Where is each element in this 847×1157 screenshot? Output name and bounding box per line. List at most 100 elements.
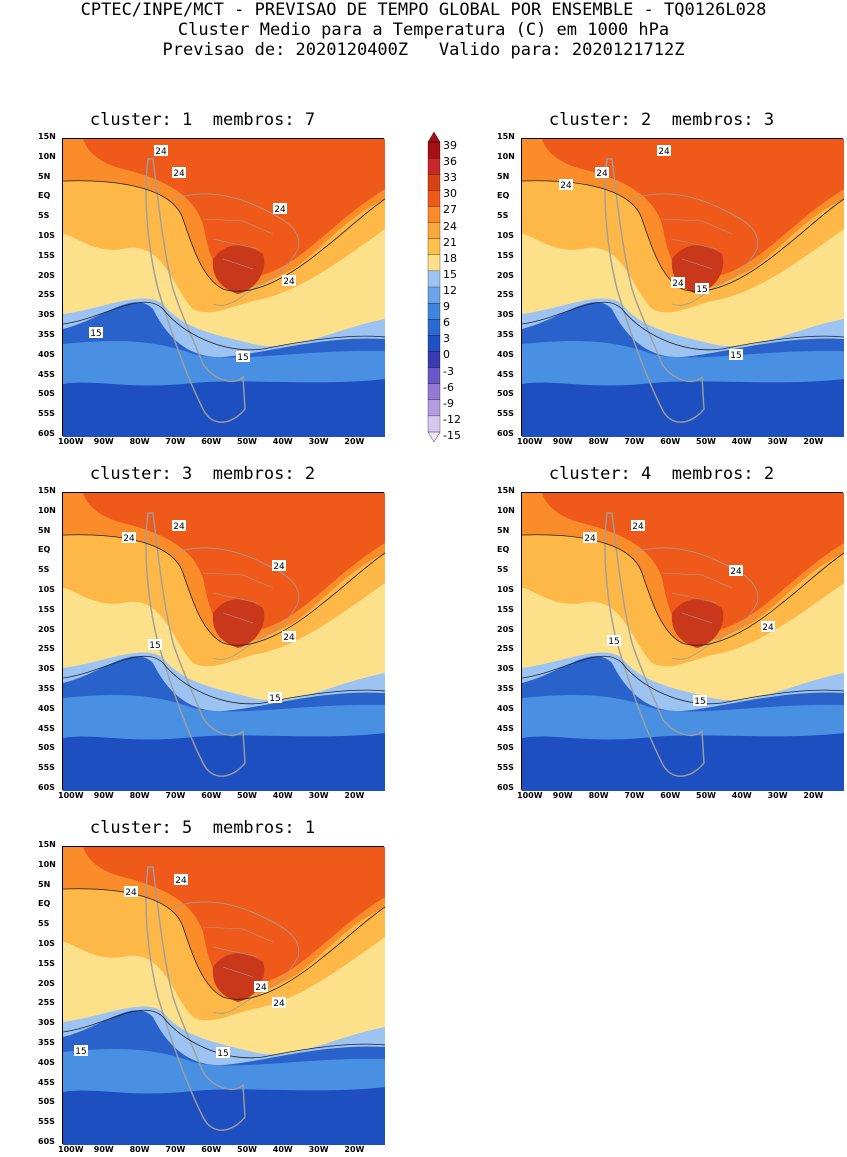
contour-label-box bbox=[148, 639, 162, 650]
lat-tick-label: 10N bbox=[497, 151, 515, 161]
lat-tick-label: 40S bbox=[38, 1057, 55, 1067]
lon-tick-label: 100W bbox=[58, 1145, 84, 1154]
contour-label-box bbox=[607, 635, 621, 646]
lat-tick-label: 60S bbox=[38, 783, 55, 792]
lat-tick-label: 35S bbox=[38, 684, 55, 693]
lat-tick-label: 15S bbox=[38, 958, 55, 968]
map-frame: 24 24 24 24 15 15 bbox=[521, 492, 845, 791]
colorbar-swatch bbox=[427, 238, 441, 256]
contour-label: 24 bbox=[283, 277, 295, 287]
lon-tick-label: 20W bbox=[803, 791, 824, 800]
colorbar-swatch bbox=[427, 383, 441, 401]
lon-tick-label: 50W bbox=[237, 437, 257, 446]
colorbar-label: 15 bbox=[443, 267, 457, 281]
contour-label-box bbox=[595, 167, 609, 178]
colorbar-swatch bbox=[427, 206, 441, 224]
contour-label-box bbox=[693, 695, 707, 706]
lon-tick-label: 40W bbox=[731, 437, 752, 446]
colorbar-label: 27 bbox=[443, 203, 457, 217]
contour-label: 15 bbox=[694, 697, 705, 707]
lat-tick-label: 25S bbox=[38, 644, 55, 654]
contour-label-box bbox=[559, 179, 573, 190]
lon-tick-label: 30W bbox=[308, 791, 329, 800]
lat-tick-label: 30S bbox=[497, 310, 514, 320]
lon-tick-label: 30W bbox=[767, 791, 788, 800]
lat-tick-label: 5S bbox=[38, 919, 50, 929]
lat-tick-label: 10S bbox=[38, 231, 55, 240]
contour-label: 24 bbox=[283, 633, 295, 643]
contour-label-box bbox=[631, 520, 645, 531]
lat-tick-label: 25S bbox=[38, 290, 55, 300]
lat-tick-label: 15S bbox=[497, 250, 514, 260]
lat-tick-label: 15N bbox=[38, 840, 56, 849]
contour-label-box bbox=[154, 145, 168, 156]
cluster-panel: cluster: 4 membros: 2 24 24 24 24 15 15 15N 10… bbox=[459, 464, 845, 800]
lat-tick-label: 5S bbox=[38, 211, 50, 221]
map-frame: 24 24 24 24 15 15 bbox=[62, 846, 386, 1145]
contour-label: 15 bbox=[730, 351, 741, 361]
lat-tick-label: 50S bbox=[497, 389, 514, 399]
panel-title: cluster: 4 membros: 2 bbox=[548, 464, 775, 484]
contour-label-box bbox=[729, 349, 743, 360]
panel-title: cluster: 5 membros: 1 bbox=[89, 818, 316, 838]
colorbar-swatch bbox=[427, 141, 441, 159]
colorbar-swatch bbox=[427, 286, 441, 304]
lat-tick-label: 10S bbox=[497, 231, 514, 240]
colorbar-label: 0 bbox=[443, 348, 450, 362]
lon-tick-label: 60W bbox=[660, 437, 681, 446]
lat-tick-label: 15N bbox=[38, 132, 56, 141]
panel-title: cluster: 3 membros: 2 bbox=[89, 464, 316, 484]
colorbar-label: 6 bbox=[443, 316, 450, 330]
contour-label: 24 bbox=[632, 522, 644, 532]
lon-tick-label: 20W bbox=[344, 791, 365, 800]
contour-label: 24 bbox=[762, 623, 774, 633]
contour-label: 15 bbox=[75, 1047, 86, 1057]
colorbar: 39 36 33 30 27 24 21 18 15 12 9 6 3 0 -3 -6 -9 -12 -15 bbox=[425, 132, 475, 442]
contour-label-box bbox=[268, 692, 282, 703]
lat-tick-label: 10N bbox=[38, 151, 56, 161]
colorbar-label: -6 bbox=[443, 380, 454, 394]
lat-tick-label: 30S bbox=[38, 1018, 55, 1028]
colorbar-swatch bbox=[427, 351, 441, 369]
lat-tick-label: EQ bbox=[38, 191, 51, 201]
colorbar-label: -12 bbox=[443, 412, 461, 426]
colorbar-swatch bbox=[427, 367, 441, 385]
contour-label: 24 bbox=[560, 181, 572, 191]
contour-label: 24 bbox=[173, 522, 185, 532]
contour-label-box bbox=[172, 167, 186, 178]
contour-label-box bbox=[729, 565, 743, 576]
lat-tick-label: 25S bbox=[497, 290, 514, 300]
lon-tick-label: 60W bbox=[201, 437, 222, 446]
header-line-2: Cluster Medio para a Temperatura (C) em … bbox=[177, 20, 670, 40]
colorbar-label: 18 bbox=[443, 251, 457, 265]
lon-tick-label: 80W bbox=[129, 791, 150, 800]
lat-tick-label: 15S bbox=[497, 604, 514, 614]
contour-label: 15 bbox=[90, 329, 101, 339]
lon-tick-label: 30W bbox=[767, 437, 788, 446]
temperature-map: 24 24 24 24 15 15 bbox=[521, 493, 845, 791]
colorbar-scale bbox=[427, 132, 441, 442]
contour-label-box bbox=[657, 145, 671, 156]
lat-tick-label: 10N bbox=[497, 505, 515, 515]
lat-tick-label: 50S bbox=[38, 1097, 55, 1107]
lon-tick-label: 40W bbox=[272, 791, 293, 800]
lat-tick-label: 35S bbox=[38, 1038, 55, 1047]
lon-tick-label: 70W bbox=[165, 1145, 186, 1154]
contour-label: 24 bbox=[730, 567, 742, 577]
colorbar-swatch bbox=[427, 157, 441, 175]
colorbar-label: 30 bbox=[443, 187, 457, 201]
lat-tick-label: 5N bbox=[497, 525, 510, 535]
lon-tick-label: 60W bbox=[201, 1145, 222, 1154]
contour-label: 24 bbox=[274, 205, 286, 215]
header-line-1: CPTEC/INPE/MCT - PREVISAO DE TEMPO GLOBA… bbox=[80, 0, 767, 20]
colorbar-swatch bbox=[427, 174, 441, 191]
lon-tick-label: 90W bbox=[552, 437, 573, 446]
colorbar-swatch bbox=[427, 319, 441, 336]
contour-label-box bbox=[282, 275, 296, 286]
lat-tick-label: 20S bbox=[38, 270, 55, 280]
contour-label-box bbox=[254, 981, 268, 992]
contour-label: 15 bbox=[217, 1049, 228, 1059]
lat-tick-label: 50S bbox=[38, 389, 55, 399]
lat-tick-label: 45S bbox=[497, 723, 514, 733]
lat-tick-label: 10N bbox=[38, 859, 56, 869]
